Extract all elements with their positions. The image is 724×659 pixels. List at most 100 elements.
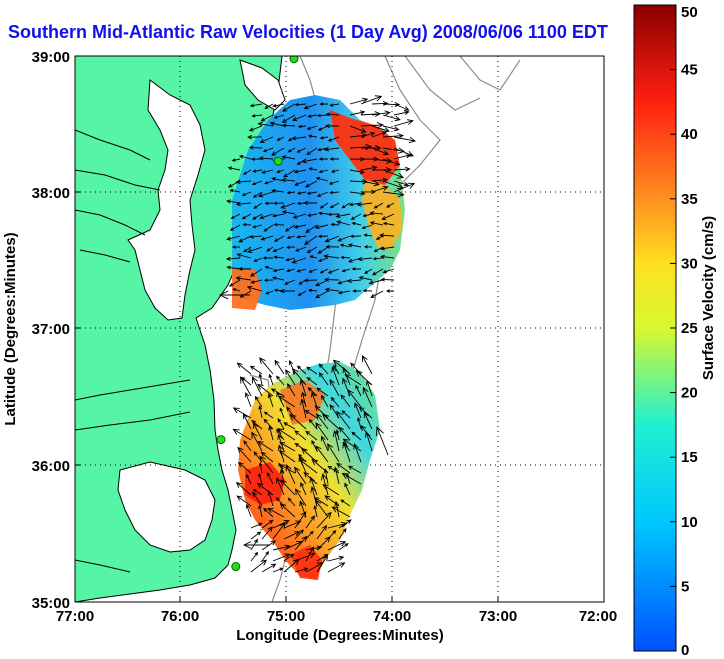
velocity-arrow	[371, 268, 384, 276]
velocity-arrow	[281, 123, 296, 128]
velocity-arrow	[276, 136, 285, 141]
velocity-arrow	[293, 169, 307, 174]
velocity-arrow	[360, 180, 380, 187]
velocity-arrow	[321, 394, 329, 408]
colorbar-tick-label: 30	[681, 255, 698, 272]
velocity-arrow	[317, 257, 329, 262]
velocity-arrow	[357, 416, 362, 430]
velocity-arrow	[318, 169, 329, 174]
velocity-arrow	[330, 396, 340, 408]
velocity-arrow	[258, 373, 263, 386]
velocity-arrow	[294, 466, 307, 485]
velocity-arrow	[250, 157, 263, 161]
velocity-arrow	[319, 268, 329, 274]
velocity-arrow	[316, 113, 329, 118]
velocity-arrow	[283, 558, 300, 573]
velocity-arrow	[235, 276, 252, 281]
velocity-arrow	[366, 379, 373, 397]
velocity-arrow	[363, 411, 373, 430]
velocity-arrow	[258, 472, 263, 485]
velocity-arrow	[260, 114, 274, 122]
velocity-arrow	[327, 541, 347, 551]
velocity-arrow	[267, 490, 274, 507]
velocity-arrow	[283, 169, 296, 178]
velocity-arrow	[261, 526, 273, 540]
velocity-arrow	[323, 468, 329, 485]
velocity-arrow	[218, 290, 250, 300]
velocity-arrow	[317, 125, 329, 131]
velocity-arrow	[303, 103, 318, 110]
velocity-arrow	[331, 506, 351, 518]
velocity-arrow	[271, 188, 285, 193]
velocity-arrow	[325, 244, 340, 249]
velocity-arrow	[369, 221, 384, 226]
velocity-arrow	[294, 430, 307, 441]
velocity-arrow	[291, 257, 307, 264]
velocity-arrow	[327, 555, 345, 562]
velocity-arrow	[272, 522, 286, 540]
velocity-arrow	[281, 155, 296, 160]
velocity-arrow	[325, 112, 340, 117]
velocity-arrow	[245, 503, 252, 518]
velocity-arrow	[303, 200, 318, 205]
velocity-arrow	[307, 288, 318, 293]
velocity-arrow	[244, 391, 252, 408]
velocity-arrow	[323, 147, 340, 152]
velocity-arrow	[229, 224, 241, 231]
velocity-arrow	[329, 202, 340, 209]
velocity-arrow	[330, 222, 340, 227]
velocity-arrow	[229, 188, 241, 193]
velocity-arrow	[296, 191, 307, 195]
velocity-arrow	[235, 179, 252, 185]
tick-marks	[75, 191, 499, 602]
velocity-arrow	[249, 268, 263, 277]
velocity-arrow	[351, 221, 362, 226]
velocity-arrow	[368, 279, 384, 285]
velocity-arrow	[227, 166, 241, 171]
velocity-arrow	[262, 256, 274, 260]
velocity-arrow	[261, 563, 277, 573]
velocity-arrow	[306, 377, 318, 386]
velocity-arrow	[285, 257, 296, 262]
velocity-arrow	[259, 455, 274, 474]
velocity-arrow	[294, 102, 307, 107]
velocity-arrow	[371, 185, 389, 193]
velocity-arrow	[356, 202, 373, 207]
velocity-arrow	[311, 391, 318, 408]
velocity-arrow	[351, 431, 362, 441]
velocity-arrow	[305, 546, 314, 562]
velocity-arrow	[277, 428, 296, 441]
velocity-arrow	[250, 279, 263, 284]
velocity-arrow	[314, 405, 329, 419]
velocity-arrow	[350, 362, 362, 375]
velocity-arrow	[341, 472, 362, 485]
velocity-arrow	[286, 235, 296, 240]
velocity-arrow	[336, 462, 351, 474]
velocity-arrow	[336, 220, 351, 226]
velocity-arrow	[297, 124, 307, 129]
velocity-arrow	[329, 190, 340, 195]
velocity-arrow	[305, 224, 318, 233]
velocity-arrow	[281, 210, 296, 215]
velocity-arrow	[249, 234, 263, 239]
velocity-arrow	[232, 407, 252, 419]
velocity-arrow	[341, 268, 351, 273]
velocity-arrow	[251, 180, 263, 186]
velocity-arrow	[257, 191, 274, 198]
velocity-arrow	[317, 246, 329, 254]
velocity-arrow	[316, 413, 329, 430]
velocity-arrow	[278, 450, 296, 463]
velocity-arrow	[337, 279, 351, 285]
velocity-arrow	[251, 431, 263, 452]
velocity-arrow	[300, 398, 307, 419]
velocity-arrow	[382, 221, 395, 226]
velocity-arrow	[393, 119, 414, 127]
velocity-arrow	[272, 553, 291, 562]
colorbar-tick-label: 5	[681, 578, 689, 595]
velocity-arrow	[382, 268, 395, 274]
velocity-arrow	[340, 394, 351, 408]
velocity-arrow	[249, 103, 263, 108]
velocity-arrow	[250, 559, 268, 573]
velocity-arrow	[225, 256, 241, 261]
velocity-arrow	[306, 147, 318, 156]
